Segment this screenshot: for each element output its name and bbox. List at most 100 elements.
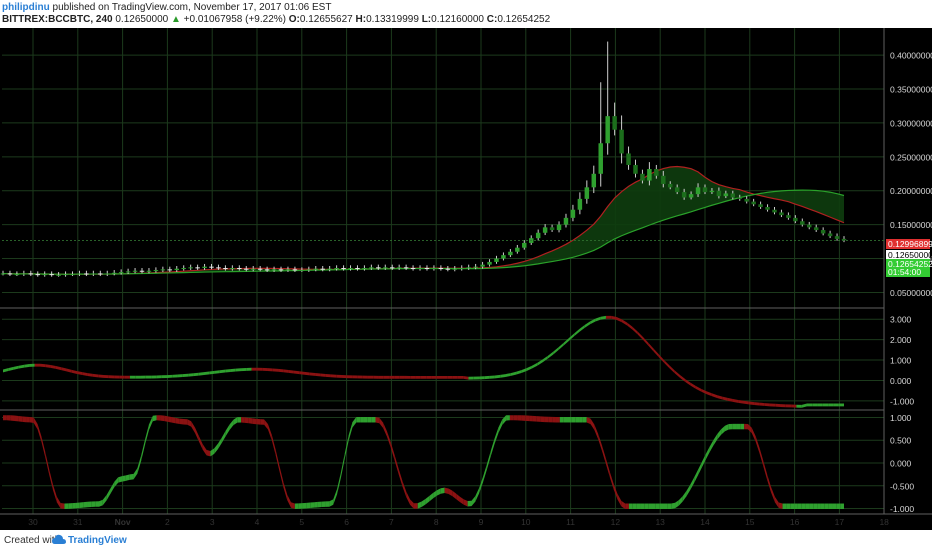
osc2-segment-207	[797, 503, 802, 509]
osc1-segment-153	[812, 403, 818, 407]
time-tick-label-1: 31	[73, 517, 83, 527]
osc1-segment-140	[743, 400, 749, 405]
osc1-segment-71	[378, 375, 384, 379]
price-tick-label-2: 0.15000000	[890, 220, 932, 230]
candle-body-61	[424, 268, 430, 270]
candle-body-83	[577, 198, 583, 210]
osc2-segment-99	[383, 422, 388, 437]
osc1-segment-98	[521, 368, 527, 373]
candle-body-7	[49, 274, 54, 276]
osc2-segment-125	[483, 464, 487, 483]
osc2-segment-122	[471, 496, 476, 507]
osc1-segment-0	[3, 368, 9, 373]
price-badge-bg-2	[886, 259, 930, 269]
osc2-segment-206	[794, 503, 798, 509]
time-tick-label-12: 11	[566, 517, 575, 527]
osc2-segment-114	[440, 487, 445, 494]
osc2-segment-93	[360, 417, 364, 423]
candle-body-106	[737, 197, 742, 199]
osc2-segment-34	[133, 468, 138, 480]
osc1-segment-124	[658, 354, 665, 363]
candle-body-0	[0, 273, 6, 275]
osc1-tick-label-4: 3.000	[890, 315, 912, 325]
osc2-segment-18	[72, 502, 76, 509]
osc2-segment-202	[778, 502, 783, 509]
osc2-segment-107	[413, 503, 418, 509]
osc2-segment-155	[598, 433, 603, 452]
osc1-segment-19	[103, 374, 109, 379]
osc1-segment-8	[45, 364, 51, 368]
osc2-segment-197	[759, 447, 764, 467]
osc1-segment-62	[330, 374, 337, 378]
osc2-segment-158	[609, 471, 614, 490]
osc1-segment-83	[442, 375, 448, 379]
osc1-segment-117	[621, 319, 628, 326]
price-badge-bg-0	[886, 239, 930, 249]
osc2-segment-194	[747, 423, 752, 434]
osc2-segment-182	[701, 454, 706, 468]
osc1-segment-129	[685, 379, 691, 386]
osc1-segment-53	[283, 369, 289, 373]
candle-body-34	[237, 268, 242, 270]
candle-body-80	[556, 224, 562, 231]
osc2-segment-56	[218, 437, 222, 449]
osc1-segment-11	[61, 367, 67, 372]
candle-body-45	[313, 268, 319, 270]
osc1-segment-69	[367, 375, 374, 379]
osc2-segment-127	[490, 438, 495, 457]
candle-body-42	[292, 269, 298, 271]
candle-body-103	[716, 190, 722, 197]
osc2-segment-138	[532, 415, 537, 422]
osc2-segment-54	[210, 448, 215, 457]
publish-line: philipdinu published on TradingView.com,…	[2, 2, 331, 14]
osc1-segment-135	[717, 395, 723, 400]
osc1-segment-33	[177, 374, 183, 378]
osc2-segment-9	[37, 423, 42, 442]
osc1-segment-128	[680, 375, 686, 382]
osc2-segment-4	[18, 415, 23, 422]
created-with-text: Created with	[4, 535, 61, 546]
osc1-segment-65	[346, 375, 353, 379]
osc1-segment-15	[82, 372, 88, 376]
chart-canvas[interactable]: 0.050000000.100000000.150000000.20000000…	[0, 28, 932, 530]
osc2-segment-91	[352, 417, 357, 428]
osc2-segment-64	[248, 417, 253, 424]
osc1-segment-30	[161, 375, 167, 379]
osc2-segment-190	[732, 423, 737, 430]
tradingview-brand-link[interactable]: TradingView	[68, 535, 127, 546]
osc1-segment-155	[822, 403, 829, 407]
price-badge-label-1: 0.12650000	[888, 250, 932, 260]
osc2-segment-72	[279, 465, 284, 488]
chart-footer: Created with TradingView	[0, 530, 932, 550]
osc1-segment-126	[669, 365, 675, 374]
osc1-segment-76	[404, 375, 411, 379]
osc1-segment-2	[13, 365, 19, 370]
candle-body-120	[834, 236, 840, 239]
candle-body-26	[181, 268, 186, 270]
osc1-segment-96	[510, 371, 517, 376]
candle-body-19	[132, 270, 138, 272]
osc2-tick-label-2: 0.000	[890, 459, 912, 469]
osc1-segment-146	[775, 403, 781, 407]
osc1-segment-50	[267, 368, 273, 372]
candle-body-116	[807, 224, 812, 228]
high-label: H:	[355, 14, 367, 25]
osc2-segment-82	[317, 501, 322, 508]
price-badge-bg-3	[886, 267, 930, 277]
candle-body-21	[146, 270, 152, 272]
candle-body-102	[709, 190, 715, 193]
author-link[interactable]: philipdinu	[2, 2, 50, 13]
osc2-segment-67	[260, 419, 265, 425]
osc1-segment-55	[293, 370, 300, 375]
osc2-segment-42	[164, 415, 169, 422]
osc2-segment-177	[682, 490, 687, 502]
osc1-segment-34	[182, 373, 189, 378]
osc2-segment-135	[521, 415, 526, 421]
close-label: C:	[486, 14, 498, 25]
osc2-segment-200	[771, 486, 775, 503]
candle-body-5	[35, 274, 40, 276]
osc1-segment-131	[695, 386, 702, 392]
osc2-segment-117	[452, 490, 457, 500]
osc2-segment-96	[371, 417, 376, 423]
